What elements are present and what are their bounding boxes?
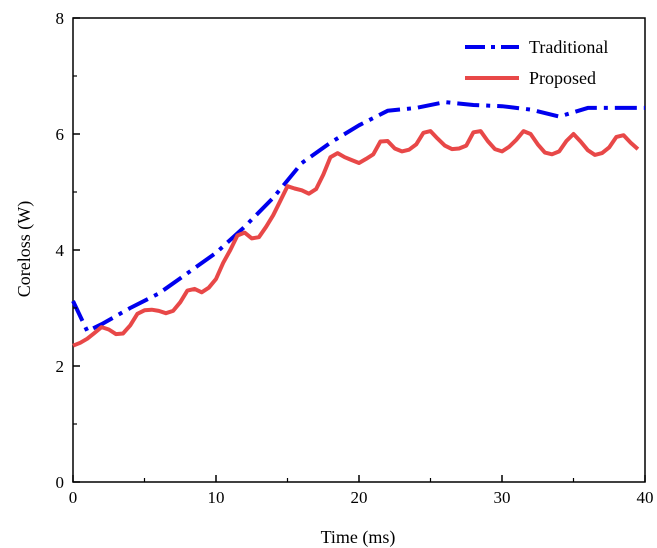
y-tick-label: 8 [56, 9, 65, 28]
y-tick-label: 0 [56, 473, 65, 492]
y-axis-title: Coreloss (W) [14, 201, 35, 297]
x-tick-label: 0 [69, 488, 78, 507]
y-tick-label: 4 [56, 241, 65, 260]
legend-label-traditional: Traditional [529, 37, 608, 57]
x-tick-label: 20 [351, 488, 368, 507]
legend: Traditional Proposed [465, 37, 608, 88]
x-tick-label: 10 [208, 488, 225, 507]
x-axis-title: Time (ms) [321, 527, 396, 548]
x-tick-label: 30 [494, 488, 511, 507]
y-tick-label: 2 [56, 357, 65, 376]
axes-layer: 0 10 20 30 40 0 2 4 6 8 [56, 9, 654, 507]
y-tick-label: 6 [56, 125, 65, 144]
legend-label-proposed: Proposed [529, 68, 596, 88]
series-layer [71, 100, 645, 348]
series-line-traditional [71, 100, 645, 334]
series-line-proposed [72, 129, 640, 348]
x-tick-label: 40 [637, 488, 654, 507]
